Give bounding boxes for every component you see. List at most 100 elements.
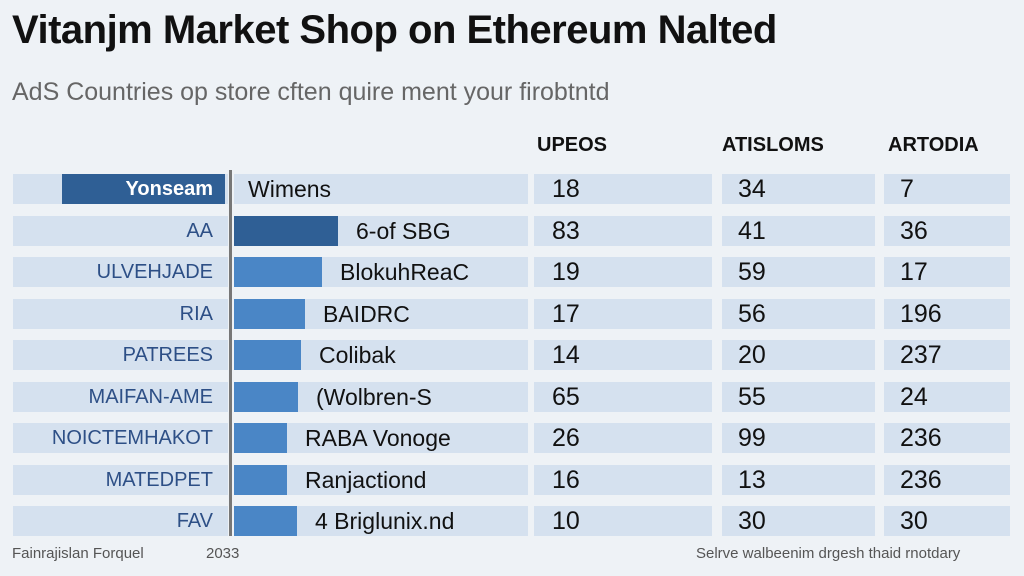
value-cell: 99	[738, 424, 766, 452]
value-band	[884, 257, 1010, 287]
bar	[234, 298, 305, 329]
row-name: 4 Briglunix.nd	[315, 508, 455, 534]
value-cell: 41	[738, 216, 766, 245]
row-name: BAIDRC	[323, 300, 410, 327]
row-name: RABA Vonoge	[305, 425, 451, 451]
footer-year: 2033	[206, 545, 240, 562]
value-cell: 34	[738, 175, 766, 203]
row-name: BlokuhReaC	[340, 259, 470, 285]
row-label: Yonseam	[125, 178, 213, 200]
value-cell: 59	[738, 258, 766, 286]
value-cell: 196	[900, 299, 942, 328]
label-band	[13, 381, 228, 412]
table-row: Yonseam Wimens 18 34 7	[0, 174, 1024, 204]
value-band	[722, 381, 875, 412]
row-label: NOICTEMHAKOT	[51, 427, 213, 449]
row-name: Wimens	[248, 176, 332, 202]
value-cell: 65	[552, 382, 580, 411]
value-cell: 7	[900, 175, 914, 203]
bar	[234, 381, 298, 412]
footer-note: Selrve walbeenim drgesh thaid rnotdary	[696, 545, 961, 562]
header-block	[62, 174, 225, 204]
row-label: PATREES	[122, 344, 213, 366]
value-band	[884, 215, 1010, 246]
value-band	[884, 298, 1010, 329]
bar	[234, 340, 301, 370]
value-cell: 17	[552, 299, 580, 328]
bar	[234, 506, 297, 536]
table-row: ULVEHJADE BlokuhReaC 19 59 17	[0, 257, 1024, 287]
bar	[234, 257, 322, 287]
value-cell: 16	[552, 465, 580, 494]
value-band	[534, 423, 712, 453]
value-band	[722, 174, 875, 204]
value-band	[884, 423, 1010, 453]
value-cell: 237	[900, 341, 942, 369]
value-cell: 24	[900, 382, 928, 411]
value-band	[534, 215, 712, 246]
column-header: ATISLOMS	[722, 134, 824, 156]
value-cell: 30	[900, 507, 928, 535]
value-band	[884, 381, 1010, 412]
row-label: ULVEHJADE	[96, 261, 213, 283]
table-row: MAIFAN-AME (Wolbren-S 65 55 24	[0, 381, 1024, 412]
value-band	[884, 174, 1010, 204]
value-cell: 26	[552, 424, 580, 452]
value-band	[884, 506, 1010, 536]
value-band	[722, 423, 875, 453]
chart-title: Vitanjm Market Shop on Ethereum Nalted	[12, 8, 777, 52]
value-band	[722, 298, 875, 329]
label-band	[13, 257, 228, 287]
value-cell: 36	[900, 216, 928, 245]
column-header: UPEOS	[537, 134, 608, 156]
value-cell: 236	[900, 424, 942, 452]
row-name: (Wolbren-S	[316, 383, 432, 410]
value-band	[722, 215, 875, 246]
table-row: FAV 4 Briglunix.nd 10 30 30	[0, 506, 1024, 536]
value-cell: 17	[900, 258, 928, 286]
value-band	[722, 257, 875, 287]
bar	[234, 423, 287, 453]
value-band	[534, 174, 712, 204]
value-band	[534, 464, 712, 495]
axis-divider	[229, 170, 232, 536]
table-row: NOICTEMHAKOT RABA Vonoge 26 99 236	[0, 423, 1024, 453]
label-band	[13, 340, 228, 370]
value-band	[534, 298, 712, 329]
label-band	[13, 423, 228, 453]
value-band	[534, 257, 712, 287]
value-cell: 83	[552, 216, 580, 245]
table-row: PATREES Colibak 14 20 237	[0, 340, 1024, 370]
column-header: ARTODIA	[888, 134, 979, 156]
row-label: RIA	[179, 302, 213, 325]
value-cell: 20	[738, 341, 766, 369]
row-name: Colibak	[319, 342, 396, 368]
table-row: AA 6-of SBG 83 41 36	[0, 215, 1024, 246]
value-cell: 13	[738, 465, 766, 494]
value-band	[884, 340, 1010, 370]
row-name: 6-of SBG	[356, 217, 451, 244]
row-label: MATEDPET	[105, 468, 213, 491]
value-band	[534, 340, 712, 370]
value-band	[722, 506, 875, 536]
value-cell: 55	[738, 382, 766, 411]
table-row: RIA BAIDRC 17 56 196	[0, 298, 1024, 329]
label-band	[13, 215, 228, 246]
chart-subtitle: AdS Countries op store cften quire ment …	[12, 78, 610, 106]
row-label: FAV	[176, 510, 213, 532]
value-cell: 30	[738, 507, 766, 535]
row-label: MAIFAN-AME	[88, 385, 213, 408]
value-cell: 19	[552, 258, 580, 286]
row-label: AA	[186, 219, 213, 242]
label-band	[13, 506, 228, 536]
value-cell: 14	[552, 341, 580, 369]
table-row: MATEDPET Ranjactiond 16 13 236	[0, 464, 1024, 495]
value-band	[534, 506, 712, 536]
bar	[234, 215, 338, 246]
value-band	[534, 381, 712, 412]
bar	[234, 464, 287, 495]
value-cell: 10	[552, 507, 580, 535]
name-band	[234, 174, 528, 204]
footer-source: Fainrajislan Forquel	[12, 545, 144, 562]
value-band	[722, 464, 875, 495]
